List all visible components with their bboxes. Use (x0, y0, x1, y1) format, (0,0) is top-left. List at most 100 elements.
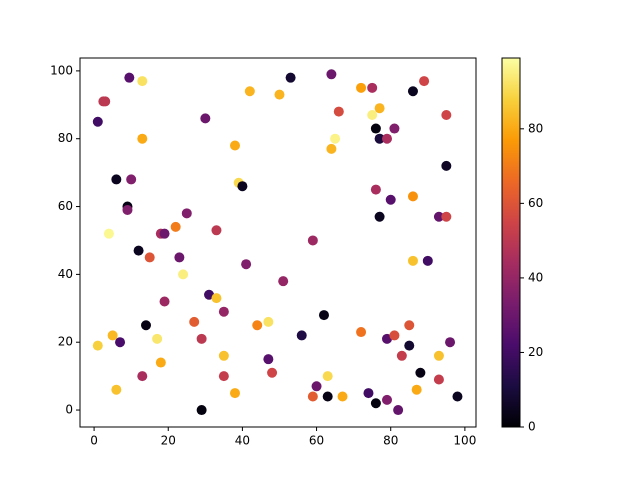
point (370, 398, 381, 409)
point (330, 133, 341, 144)
point (196, 405, 207, 416)
point (433, 350, 444, 361)
point (411, 384, 422, 395)
point (356, 82, 367, 93)
point (370, 184, 381, 195)
colorbar-tick-label: 0 (528, 420, 536, 434)
point (218, 306, 229, 317)
point (218, 350, 229, 361)
point (374, 211, 385, 222)
point (155, 357, 166, 368)
point (241, 259, 252, 270)
axes-frame (79, 57, 477, 428)
point (92, 116, 103, 127)
point (181, 208, 192, 219)
point (211, 225, 222, 236)
point (111, 384, 122, 395)
point (363, 388, 374, 399)
point (107, 330, 118, 341)
colorbar (501, 57, 521, 428)
point (170, 221, 181, 232)
colorbar-tick-label: 40 (528, 270, 543, 284)
point (422, 255, 433, 266)
point (296, 330, 307, 341)
point (211, 293, 222, 304)
y-tick-label: 60 (58, 199, 73, 213)
point (419, 76, 430, 87)
point (218, 371, 229, 382)
point (196, 333, 207, 344)
point (389, 123, 400, 134)
y-tick-label: 0 (65, 403, 73, 417)
point (445, 337, 456, 348)
point (263, 354, 274, 365)
point (356, 327, 367, 338)
point (318, 310, 329, 321)
point (278, 276, 289, 287)
point (433, 211, 444, 222)
point (100, 96, 111, 107)
point (229, 388, 240, 399)
point (252, 320, 263, 331)
point (441, 211, 452, 222)
point (393, 405, 404, 416)
point (124, 72, 135, 83)
point (122, 204, 133, 215)
colorbar-tick-label: 60 (528, 196, 543, 210)
y-tick-label: 20 (58, 335, 73, 349)
point (367, 109, 378, 120)
y-tick-label: 100 (50, 63, 73, 77)
point (285, 72, 296, 83)
y-tick-label: 80 (58, 131, 73, 145)
point (267, 367, 278, 378)
point (441, 109, 452, 120)
point (137, 76, 148, 87)
point (311, 381, 322, 392)
point (141, 320, 151, 331)
point (404, 340, 415, 351)
point (452, 391, 463, 402)
point (407, 255, 418, 266)
y-tick-label: 40 (58, 267, 73, 281)
point (322, 391, 333, 402)
point (382, 133, 393, 144)
point (159, 296, 170, 307)
point (189, 316, 200, 327)
point (370, 123, 381, 134)
x-tick-label: 20 (161, 434, 176, 448)
point (415, 367, 426, 378)
point (174, 252, 185, 263)
point (396, 350, 407, 361)
point (126, 174, 137, 185)
point (115, 337, 126, 348)
point (178, 269, 189, 280)
point (374, 103, 385, 114)
point (322, 371, 333, 382)
colorbar-tick-label: 20 (528, 345, 543, 359)
point (200, 113, 211, 124)
point (337, 391, 348, 402)
point (144, 252, 155, 263)
point (137, 133, 148, 144)
point (137, 371, 148, 382)
point (433, 374, 444, 385)
point (367, 82, 378, 93)
point (407, 191, 418, 202)
point (326, 143, 337, 154)
point (274, 89, 285, 100)
point (152, 333, 163, 344)
point (441, 160, 452, 171)
point (385, 194, 396, 205)
x-tick-label: 40 (235, 434, 250, 448)
point (92, 340, 103, 351)
point (382, 394, 393, 405)
point (307, 235, 318, 246)
point (244, 86, 255, 97)
point (307, 391, 318, 402)
point (237, 181, 248, 192)
point (326, 69, 337, 80)
point (229, 140, 240, 151)
x-tick-label: 80 (383, 434, 398, 448)
point (263, 316, 274, 327)
